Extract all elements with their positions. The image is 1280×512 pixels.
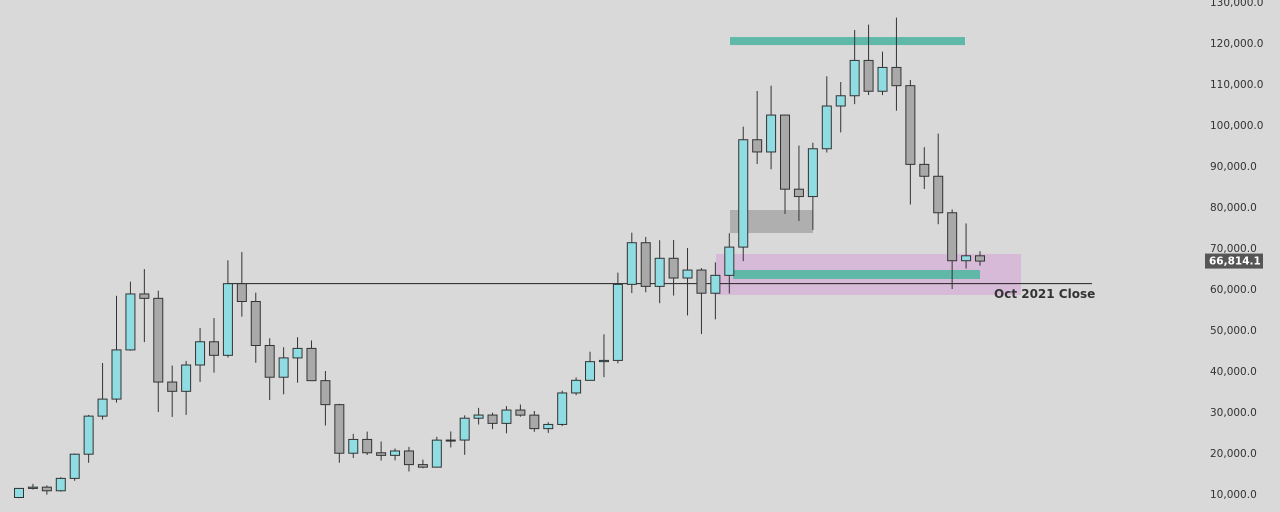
candle-body <box>752 139 763 153</box>
candle-body <box>585 361 596 381</box>
candle-body <box>111 349 122 400</box>
candle-body <box>849 59 860 97</box>
y-tick-label: 30,000.0 <box>1210 407 1257 419</box>
candle-body <box>487 414 498 424</box>
zone <box>730 37 965 46</box>
candle-body <box>125 293 136 351</box>
candle-body <box>961 255 972 262</box>
candle-body <box>473 414 484 419</box>
y-tick-label: 110,000.0 <box>1210 79 1263 91</box>
candle-body <box>598 359 609 363</box>
y-tick-label: 100,000.0 <box>1210 120 1263 132</box>
candle-body <box>682 269 693 279</box>
candle-body <box>807 148 818 198</box>
candle-body <box>557 392 568 425</box>
candle-body <box>863 59 874 92</box>
candle-body <box>919 163 930 177</box>
candle-body <box>975 255 985 262</box>
candle-body <box>417 464 428 468</box>
candle-body <box>362 438 373 454</box>
y-tick-label: 40,000.0 <box>1210 366 1257 378</box>
candle-body <box>459 417 470 441</box>
candle-body <box>348 438 359 454</box>
y-tick-label: 10,000.0 <box>1210 489 1257 501</box>
y-tick-label: 20,000.0 <box>1210 448 1257 460</box>
candle-body <box>877 66 888 92</box>
zone <box>730 210 813 234</box>
candle-body <box>55 477 66 492</box>
candle-body <box>947 212 958 262</box>
price-label-box <box>1205 253 1263 269</box>
candle-body <box>543 423 554 430</box>
candle-body <box>27 486 38 489</box>
candle-body <box>654 257 665 287</box>
candle-body <box>376 452 387 456</box>
candle-body <box>626 242 637 285</box>
candle-body <box>724 246 735 276</box>
candle-body <box>97 398 108 417</box>
candle-body <box>821 105 832 150</box>
candle-body <box>14 487 24 498</box>
candle-body <box>181 364 192 392</box>
candle-body <box>766 114 777 153</box>
y-tick-label: 130,000.0 <box>1210 0 1263 9</box>
y-tick-label: 80,000.0 <box>1210 202 1257 214</box>
candle-body <box>668 257 679 279</box>
candle-body <box>612 283 623 361</box>
candle-body <box>83 415 94 455</box>
candle-body <box>278 357 289 378</box>
candle-body <box>529 414 540 430</box>
candle-body <box>445 439 456 442</box>
candle-body <box>264 344 275 378</box>
candle-body <box>891 66 902 87</box>
candle-body <box>933 175 944 214</box>
candle-body <box>167 381 178 392</box>
candle-body <box>334 404 345 454</box>
candle-body <box>780 114 791 190</box>
candle-body <box>738 139 749 248</box>
candle-body <box>640 242 651 287</box>
candle-body <box>571 379 582 394</box>
candle-body <box>390 450 401 456</box>
y-tick-label: 70,000.0 <box>1210 243 1257 255</box>
candle-body <box>208 341 219 356</box>
y-tick-label: 60,000.0 <box>1210 284 1257 296</box>
candle-body <box>292 347 303 359</box>
candle-body <box>153 297 164 383</box>
candle-body <box>905 85 916 165</box>
candle-body <box>320 380 331 406</box>
candle-body <box>696 269 707 294</box>
y-tick-label: 90,000.0 <box>1210 161 1257 173</box>
candle-body <box>501 409 512 424</box>
y-tick-label: 120,000.0 <box>1210 38 1263 50</box>
zone <box>733 270 980 279</box>
candle-body <box>431 439 442 468</box>
reference-label: Oct 2021 Close <box>994 287 1095 301</box>
y-tick-label: 50,000.0 <box>1210 325 1257 337</box>
candle-body <box>793 188 804 198</box>
candle-body <box>236 283 247 303</box>
candle-body <box>306 347 317 382</box>
candle-body <box>195 341 206 366</box>
price-label: 66,814.1 <box>1209 256 1261 268</box>
candle-body <box>139 293 150 299</box>
candle-body <box>222 283 233 356</box>
candle-body <box>710 274 721 294</box>
candle-body <box>69 453 80 479</box>
candle-body <box>250 301 261 346</box>
candle-body <box>515 409 526 416</box>
candle-body <box>835 95 846 107</box>
candle-body <box>403 450 414 466</box>
candle-body <box>41 486 52 492</box>
